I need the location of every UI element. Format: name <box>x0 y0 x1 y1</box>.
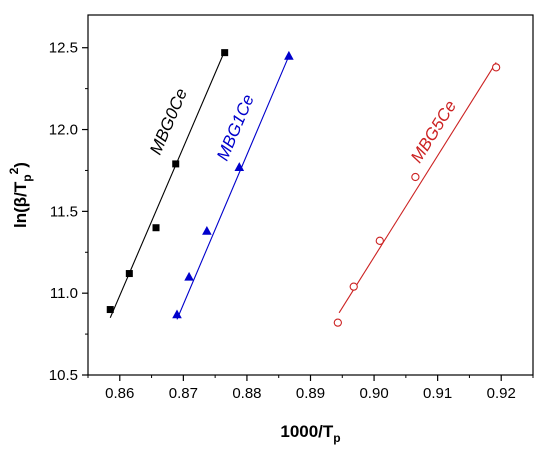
data-markers <box>106 49 501 327</box>
y-axis-title: ln(β/Tp2) <box>7 162 34 228</box>
data-point-mbg1ce <box>172 309 182 319</box>
data-point-mbg5ce <box>375 236 384 245</box>
x-tick-label: 0.89 <box>296 385 325 402</box>
data-point-mbg0ce <box>221 49 229 57</box>
data-point-mbg0ce <box>152 224 160 232</box>
data-point-mbg1ce <box>184 271 194 281</box>
x-tick-label: 0.92 <box>487 385 516 402</box>
series-label-mbg1ce: MBG1Ce <box>213 92 258 164</box>
fit-line-mbg0ce <box>109 50 226 318</box>
x-axis-title: 1000/Tp <box>280 422 340 445</box>
x-tick-label: 0.90 <box>359 385 388 402</box>
plot-area <box>87 14 534 376</box>
x-tick-label: 0.88 <box>232 385 261 402</box>
data-point-mbg0ce <box>172 160 180 168</box>
data-point-mbg5ce <box>349 282 358 291</box>
data-point-mbg0ce <box>106 306 114 314</box>
series-label-mbg0ce: MBG0Ce <box>146 86 191 158</box>
data-point-mbg5ce <box>333 318 342 327</box>
axis-ticks: 0.86 0.87 0.88 0.89 0.90 0.91 0.92 10.5 11.0 11.5… <box>49 40 534 402</box>
data-point-mbg1ce <box>234 162 245 171</box>
data-point-mbg0ce <box>125 270 133 278</box>
fit-lines <box>109 50 497 320</box>
x-tick-label: 0.86 <box>105 385 134 402</box>
y-tick-label: 11.5 <box>50 203 78 220</box>
y-tick-label: 10.5 <box>49 367 78 384</box>
data-point-mbg5ce <box>491 63 501 72</box>
y-tick-label: 11.0 <box>50 285 78 302</box>
data-point-mbg1ce <box>284 50 294 60</box>
plot-border <box>87 14 534 376</box>
data-point-mbg5ce <box>411 172 420 182</box>
fit-line-mbg5ce <box>338 62 497 314</box>
y-tick-label: 12.5 <box>49 40 78 57</box>
x-tick-label: 0.87 <box>169 385 198 402</box>
y-tick-label: 12.0 <box>49 122 78 139</box>
x-tick-label: 0.91 <box>423 385 452 402</box>
series-labels: MBG0Ce MBG1Ce MBG5Ce <box>146 86 460 167</box>
fit-line-mbg1ce <box>176 55 290 320</box>
data-point-mbg1ce <box>202 226 212 235</box>
